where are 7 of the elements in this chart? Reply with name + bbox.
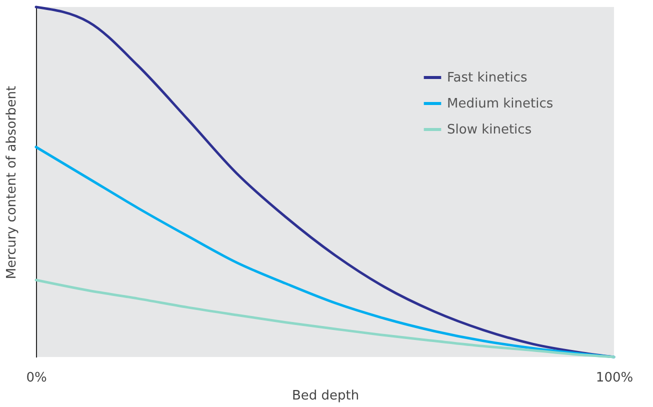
x-tick-label: 100% <box>596 370 634 386</box>
legend-label: Fast kinetics <box>447 70 528 86</box>
y-axis-title: Mercury content of absorbent <box>4 86 20 280</box>
x-tick-label: 0% <box>26 370 47 386</box>
legend-label: Slow kinetics <box>447 122 532 138</box>
x-axis-title: Bed depth <box>292 388 360 404</box>
legend-label: Medium kinetics <box>447 96 554 112</box>
